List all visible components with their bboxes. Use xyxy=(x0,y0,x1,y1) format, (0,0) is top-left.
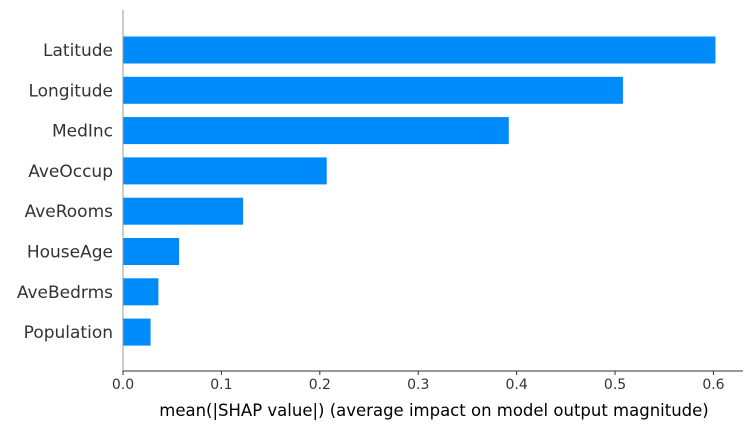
category-label-aveoccup: AveOccup xyxy=(28,162,113,182)
bar-longitude xyxy=(123,76,623,104)
x-tick-label: 0.4 xyxy=(506,377,528,393)
x-tick-label: 0.3 xyxy=(407,377,429,393)
x-axis-ticks: 0.0 0.1 0.2 0.3 0.4 0.5 0.6 xyxy=(112,371,725,393)
bar-latitude xyxy=(123,36,716,64)
category-labels: Latitude Longitude MedInc AveOccup AveRooms H… xyxy=(17,41,113,343)
category-label-houseage: HouseAge xyxy=(27,243,113,263)
bars-group xyxy=(123,36,716,346)
bar-avebedrms xyxy=(123,278,159,306)
category-label-population: Population xyxy=(24,323,113,343)
category-label-averooms: AveRooms xyxy=(25,202,114,222)
category-label-longitude: Longitude xyxy=(28,81,113,101)
x-tick-label: 0.0 xyxy=(112,377,134,393)
bar-aveoccup xyxy=(123,157,327,185)
x-axis-title: mean(|SHAP value|) (average impact on mo… xyxy=(159,401,709,420)
x-tick-label: 0.2 xyxy=(309,377,331,393)
bar-averooms xyxy=(123,197,244,225)
category-label-avebedrms: AveBedrms xyxy=(17,283,113,303)
x-tick-label: 0.5 xyxy=(604,377,626,393)
bar-houseage xyxy=(123,238,180,265)
category-label-latitude: Latitude xyxy=(43,41,113,61)
bar-medinc xyxy=(123,117,509,145)
bar-population xyxy=(123,318,151,346)
x-tick-label: 0.1 xyxy=(210,377,232,393)
category-label-medinc: MedInc xyxy=(52,122,113,142)
x-tick-label: 0.6 xyxy=(702,377,724,393)
